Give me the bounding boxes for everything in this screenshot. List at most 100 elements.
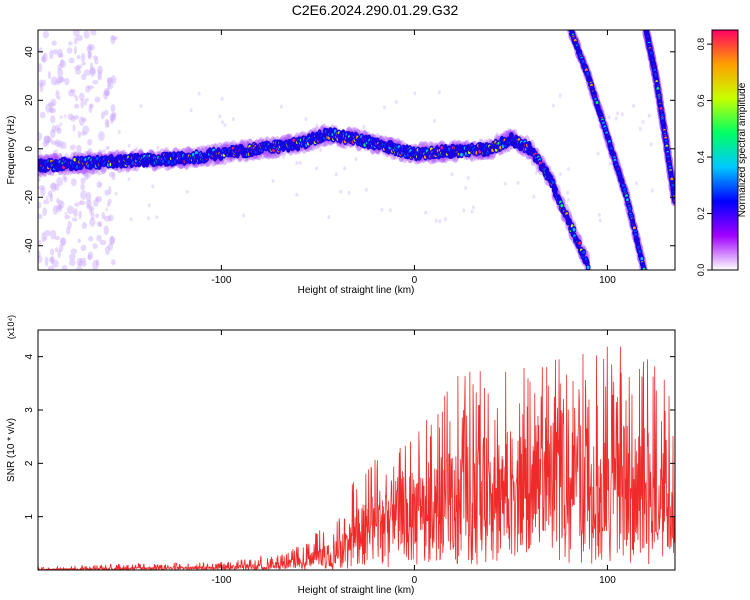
spectrogram-noise-blob: [566, 197, 570, 202]
spectrogram-noise-blob: [57, 96, 61, 101]
spectrogram-peak: [642, 267, 646, 270]
spectrogram-noise-blob: [87, 85, 95, 90]
spectrogram-noise-blob: [38, 131, 42, 141]
spectrogram-noise-blob: [105, 146, 110, 151]
snr-x-label: Height of straight line (km): [298, 585, 415, 596]
spectrogram-noise-blob: [58, 244, 64, 253]
spectrogram-noise-blob: [80, 131, 87, 136]
spectrogram-noise-blob: [650, 188, 654, 193]
spectrogram-noise-blob: [41, 54, 46, 64]
spectrogram-noise-blob: [57, 200, 63, 206]
spectrogram-noise-blob: [105, 207, 109, 212]
spectrogram-noise-blob: [70, 248, 78, 255]
spectrogram-noise-blob: [85, 191, 92, 202]
snr-y-tick-label: 3: [24, 407, 35, 413]
spectrogram-noise-blob: [69, 144, 76, 151]
spectrogram-noise-blob: [50, 76, 58, 86]
spectrogram-noise-blob: [78, 260, 83, 267]
spectrogram-noise-blob: [75, 95, 79, 102]
spectrogram-noise-blob: [49, 128, 56, 139]
spectrogram-noise-blob: [110, 34, 116, 45]
spectrogram-noise-blob: [94, 96, 101, 103]
spectrogram-noise-blob: [40, 55, 45, 62]
spectrogram-noise-blob: [77, 130, 82, 138]
spectrogram-noise-blob: [81, 222, 88, 230]
spectrogram-noise-blob: [67, 220, 72, 229]
spectrogram-peak: [659, 106, 663, 111]
spectrogram-noise-blob: [42, 207, 48, 217]
spectrogram-noise-blob: [70, 116, 76, 122]
spectrogram-noise-blob: [109, 235, 115, 245]
spectrogram-peak: [167, 160, 171, 164]
spectrogram-noise-blob: [380, 207, 384, 212]
spectrogram-noise-blob: [64, 214, 71, 220]
spectrogram-noise-blob: [437, 90, 441, 95]
spectrogram-noise-blob: [87, 203, 91, 208]
spectrogram-noise-blob: [558, 93, 562, 98]
spectrogram-noise-blob: [103, 109, 109, 116]
colorbar: 0.0 0.2 0.4 0.6 0.8 Normalized spectral ampl…: [696, 29, 748, 276]
spectrogram-noise-blob: [42, 140, 48, 148]
spectrogram-noise-blob: [117, 129, 121, 134]
colorbar-tick-label: 0.4: [696, 151, 706, 164]
colorbar-label: Normalized spectral amplitude: [737, 82, 748, 217]
spectrogram-peak: [73, 157, 77, 162]
spectrogram-noise-blob: [73, 114, 80, 120]
spectrogram-noise-blob: [271, 179, 275, 184]
spectrogram-noise-blob: [608, 161, 612, 166]
spectrogram-peak: [560, 203, 564, 208]
spectrogram-noise-blob: [110, 104, 116, 113]
spectrogram-y-ticks: -40 -20 0 20 40: [24, 46, 675, 253]
spectrogram-noise-blob: [464, 186, 468, 191]
spectrogram-peak: [131, 161, 135, 166]
colorbar-tick-label: 0.2: [696, 207, 706, 220]
spectrogram-noise-blob: [647, 113, 651, 118]
spectrogram-noise-blob: [59, 238, 66, 246]
spectrogram-noise-blob: [39, 111, 46, 119]
snr-y-tick-label: 2: [24, 460, 35, 466]
spectrogram-noise-blob: [49, 256, 54, 263]
spectrogram-noise-blob: [466, 175, 470, 180]
spectrogram-noise-blob: [94, 57, 99, 65]
spectrogram-noise-blob: [45, 196, 49, 201]
spectrogram-noise-blob: [50, 255, 55, 265]
spectrogram-noise-blob: [59, 115, 63, 120]
spectrogram-noise-blob: [50, 98, 57, 107]
spectrogram-noise-blob: [111, 36, 118, 41]
spectrogram-core: [553, 185, 558, 194]
spectrogram-noise-blob: [72, 210, 76, 215]
spectrogram-noise-blob: [111, 171, 116, 181]
spectrogram-noise-blob: [54, 139, 61, 148]
spectrogram-y-tick-label: -20: [24, 190, 35, 205]
spectrogram-noise-blob: [76, 64, 83, 70]
spectrogram-noise-blob: [47, 265, 54, 270]
snr-y-multiplier: (x10⁴): [6, 315, 16, 339]
spectrogram-noise-blob: [46, 136, 52, 144]
spectrogram-noise-blob: [97, 75, 102, 81]
spectrogram-noise-blob: [84, 170, 89, 181]
spectrogram-noise-blob: [231, 117, 235, 122]
spectrogram-noise-blob: [57, 67, 64, 78]
spectrogram-noise-blob: [43, 52, 48, 63]
spectrogram-noise-blob: [80, 183, 85, 191]
spectrogram-noise-blob: [56, 197, 60, 204]
colorbar-ticks: 0.0 0.2 0.4 0.6 0.8: [696, 38, 712, 276]
spectrogram-y-tick-label: 20: [24, 94, 35, 106]
spectrogram-noise-blob: [40, 187, 46, 197]
snr-y-ticks: 1 2 3 4: [24, 353, 675, 519]
spectrogram-noise-blob: [638, 126, 642, 131]
spectrogram-noise-blob: [97, 69, 103, 79]
spectrogram-noise-blob: [85, 97, 89, 102]
spectrogram-noise-blob: [59, 122, 63, 127]
spectrogram-noise-blob: [108, 185, 112, 195]
spectrogram-noise-blob: [96, 234, 102, 242]
spectrogram-noise-blob: [47, 101, 55, 107]
spectrogram-noise-blob: [90, 30, 97, 36]
spectrogram-noise-blob: [89, 62, 94, 71]
spectrogram-noise-blob: [79, 200, 83, 205]
spectrogram-noise-blob: [54, 183, 60, 191]
spectrogram-noise-blob: [66, 205, 74, 215]
spectrogram-noise-blob: [59, 59, 67, 69]
spectrogram-noise-blob: [135, 146, 139, 151]
